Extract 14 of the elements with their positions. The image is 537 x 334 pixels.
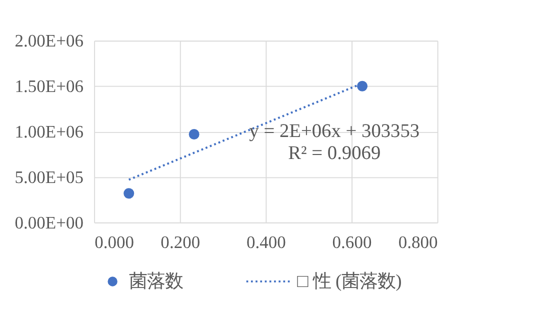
x-tick-label: 0.600 (332, 232, 372, 252)
y-tick-label: 5.00E+05 (14, 166, 84, 187)
y-tick-label: 1.00E+06 (14, 122, 84, 142)
legend-label: 菌落数 (129, 271, 184, 292)
x-tick-label: 0.200 (160, 232, 200, 252)
x-tick-label: 0.400 (246, 232, 286, 252)
legend-label: □ 性 (菌落数) (297, 271, 402, 292)
annotation: R² = 0.9069 (288, 142, 381, 164)
y-tick-label: 0.00E+00 (14, 212, 84, 232)
annotation: y = 2E+06x + 303353 (249, 121, 420, 142)
y-tick-label: 2.00E+06 (14, 30, 84, 51)
x-tick-label: 0.000 (94, 232, 134, 252)
y-tick-label: 1.50E+06 (14, 76, 84, 96)
x-tick-label: 0.800 (398, 232, 438, 252)
